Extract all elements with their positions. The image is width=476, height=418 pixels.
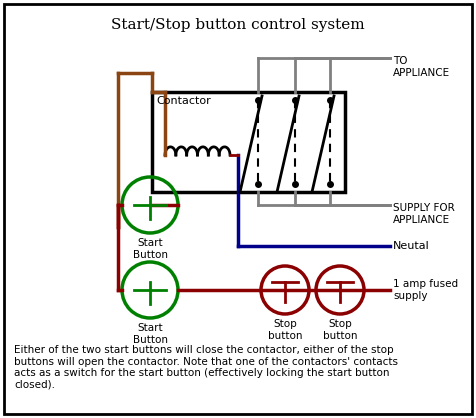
Text: Neutal: Neutal — [393, 241, 430, 251]
Text: 1 amp fused
supply: 1 amp fused supply — [393, 279, 458, 301]
Bar — [152, 92, 345, 192]
Text: Stop
button: Stop button — [323, 319, 357, 341]
Text: TO
APPLIANCE: TO APPLIANCE — [393, 56, 450, 78]
Text: Stop
button: Stop button — [268, 319, 302, 341]
Text: Start/Stop button control system: Start/Stop button control system — [111, 18, 365, 32]
Text: Start
Button: Start Button — [132, 238, 168, 260]
Text: Contactor: Contactor — [156, 96, 211, 106]
Text: Either of the two start buttons will close the contactor, either of the stop
but: Either of the two start buttons will clo… — [14, 345, 398, 390]
Text: SUPPLY FOR
APPLIANCE: SUPPLY FOR APPLIANCE — [393, 203, 455, 224]
Text: Start
Button: Start Button — [132, 323, 168, 344]
